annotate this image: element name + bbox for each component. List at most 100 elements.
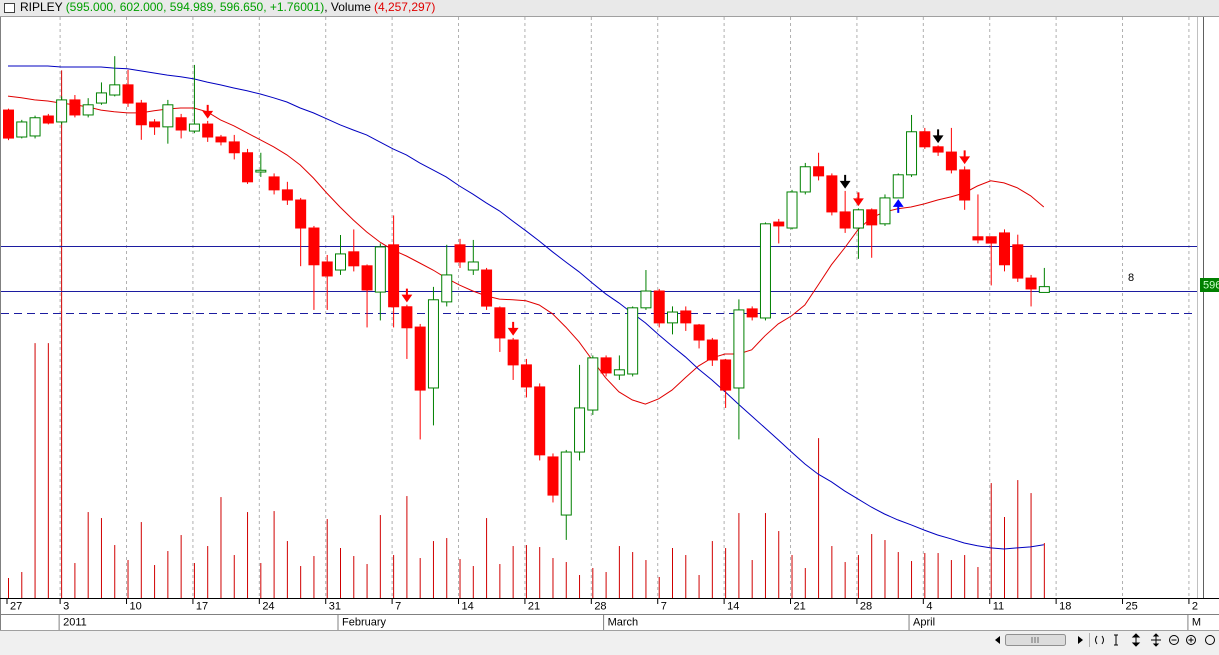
- candle-body: [467, 261, 479, 271]
- candle-body: [640, 290, 652, 309]
- candle-body: [932, 146, 944, 153]
- x-tick-label: 31: [329, 600, 341, 612]
- candle-body: [228, 141, 240, 154]
- x-tick-label: 7: [395, 600, 401, 612]
- candle-body: [321, 261, 333, 277]
- signal-arrow: [959, 150, 971, 165]
- candle-body: [16, 121, 28, 138]
- candle-body: [693, 324, 705, 341]
- candle-body: [401, 306, 413, 329]
- candle-body: [746, 308, 758, 318]
- candle-body: [959, 169, 971, 201]
- tool-zoom-out[interactable]: [1169, 635, 1179, 645]
- candle-body: [295, 199, 307, 229]
- candle-body: [972, 236, 984, 241]
- candle-body: [627, 307, 639, 375]
- candle-body: [520, 364, 532, 388]
- candle-body: [69, 99, 81, 116]
- candle-body: [494, 307, 506, 339]
- tool-sync[interactable]: [1095, 635, 1104, 645]
- candle-body: [135, 102, 147, 126]
- candle-body: [613, 369, 625, 376]
- x-tick-label: 17: [196, 600, 208, 612]
- candle-body: [826, 175, 838, 213]
- candle-body: [534, 386, 546, 456]
- moving-average: [8, 65, 1044, 550]
- tool-zoom-in[interactable]: [1186, 635, 1196, 645]
- candle-body: [547, 456, 559, 496]
- x-tick-label: 28: [594, 600, 606, 612]
- volume-title: , Volume: [324, 0, 371, 14]
- signal-arrow: [852, 192, 864, 207]
- candle-body: [733, 309, 745, 389]
- candle-body: [799, 166, 811, 193]
- candle-body: [507, 339, 519, 366]
- candle-body: [786, 191, 798, 229]
- scroll-right[interactable]: [1078, 636, 1083, 644]
- x-tick-label: 28: [860, 600, 872, 612]
- candle-body: [335, 253, 346, 271]
- signal-arrow: [892, 199, 904, 213]
- x-tick-label: 3: [63, 600, 69, 612]
- chart-title: RIPLEY (595.000, 602.000, 594.989, 596.65…: [20, 0, 435, 14]
- x-tick-label: 14: [727, 600, 739, 612]
- candle-body: [441, 274, 453, 303]
- x-tick-label: 2: [1192, 600, 1198, 612]
- candle-body: [680, 310, 692, 324]
- candle-body: [388, 244, 400, 308]
- annotation: 8: [1128, 272, 1134, 284]
- candle-body: [454, 244, 466, 263]
- candle-body: [82, 104, 94, 116]
- candle-body: [215, 136, 227, 143]
- candle-body: [945, 151, 957, 171]
- tool-zoom-in-sign: [1188, 637, 1194, 643]
- x-tick-label: 7: [661, 600, 667, 612]
- candle-body: [813, 166, 825, 177]
- signal-arrow: [507, 321, 519, 336]
- month-label: 2011: [63, 616, 87, 628]
- candle-body: [985, 236, 997, 244]
- candle-body: [374, 246, 386, 293]
- x-tick-label: 18: [1059, 600, 1071, 612]
- tool-fit[interactable]: [1131, 633, 1141, 647]
- tool-cursor[interactable]: [1114, 634, 1118, 646]
- pane-checkbox[interactable]: [4, 3, 15, 13]
- x-tick-label: 4: [926, 600, 932, 612]
- plot-area: 27 3 10 17 24 31 7 14 21 28 7 14 21 28 4 11 18 25 2 2011 Feb…: [1, 17, 1201, 630]
- candle-body: [268, 176, 280, 191]
- candle-body: [122, 84, 134, 104]
- candle-body: [773, 221, 785, 227]
- x-tick-label: 27: [10, 600, 22, 612]
- tool-zoom-all[interactable]: [1205, 635, 1215, 645]
- month-label: April: [913, 616, 935, 628]
- candle-body: [414, 326, 426, 391]
- signal-arrow: [202, 104, 214, 119]
- candle-body: [29, 117, 41, 137]
- month-label: March: [608, 616, 639, 628]
- scroll-left[interactable]: [995, 636, 1000, 644]
- x-tick-label: 14: [462, 600, 474, 612]
- signal-arrow: [839, 174, 851, 189]
- candle-body: [255, 169, 267, 173]
- candle-body: [281, 189, 293, 201]
- candle-body: [56, 99, 68, 123]
- candle-body: [720, 359, 732, 391]
- tool-pan[interactable]: [1151, 633, 1161, 647]
- candle-body: [3, 109, 14, 139]
- month-label: M: [1192, 616, 1201, 628]
- candle-body: [481, 269, 493, 307]
- last-price-label: 596: [1203, 279, 1219, 291]
- candle-body: [759, 223, 771, 319]
- candle-body: [1038, 286, 1050, 293]
- candle-body: [162, 104, 174, 128]
- candle-body: [574, 407, 586, 453]
- candle-body: [109, 84, 121, 96]
- x-tick-label: 25: [1126, 600, 1138, 612]
- candle-body: [1012, 244, 1024, 279]
- candle-body: [427, 299, 439, 389]
- x-tick-label: 11: [993, 600, 1004, 612]
- candle-body: [906, 131, 918, 176]
